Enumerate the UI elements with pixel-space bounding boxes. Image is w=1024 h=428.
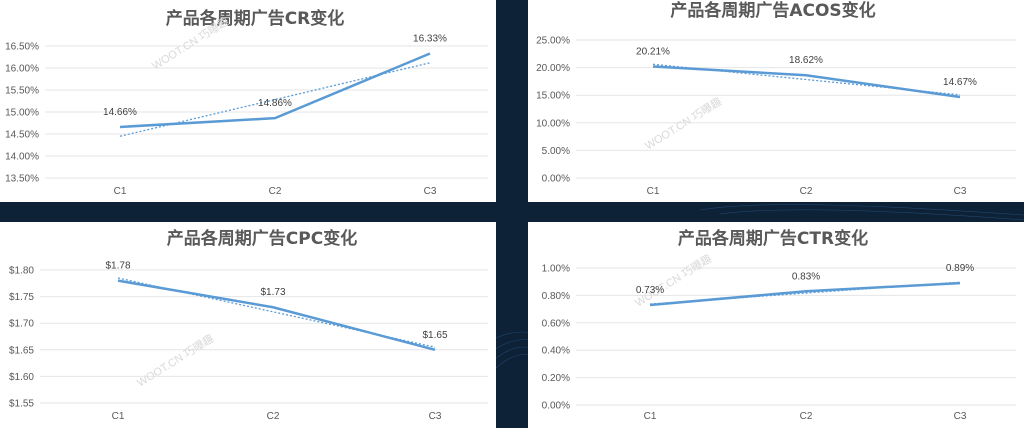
series-line [119, 52, 431, 129]
series-line [649, 281, 961, 307]
x-tick-label: C1 [114, 186, 127, 197]
data-label: $1.78 [105, 261, 130, 272]
y-tick-label: 15.00% [536, 91, 570, 102]
data-label: 0.83% [792, 271, 820, 282]
x-tick-label: C3 [954, 411, 967, 422]
y-tick-label: 0.00% [542, 174, 570, 185]
x-tick-label: C3 [429, 411, 442, 422]
y-tick-label: 20.00% [536, 63, 570, 74]
x-tick-label: C3 [424, 186, 437, 197]
y-tick-label: $1.70 [9, 319, 34, 330]
y-tick-label: 25.00% [536, 36, 570, 47]
y-tick-label: 15.50% [5, 86, 39, 97]
series-line [652, 65, 961, 99]
y-tick-label: 14.00% [5, 152, 39, 163]
y-tick-label: $1.80 [9, 266, 34, 277]
data-label: 14.67% [943, 77, 977, 88]
x-tick-label: C1 [112, 411, 125, 422]
series-line [117, 279, 436, 352]
y-tick-label: 0.00% [542, 401, 570, 412]
acos-chart: 产品各周期广告ACOS变化 0.00% 5.00% 10.00% 15.00% 20.00… [536, 0, 1016, 197]
x-tick-label: C1 [644, 411, 657, 422]
data-label: 0.73% [636, 285, 664, 296]
y-tick-label: 1.00% [542, 264, 570, 275]
y-tick-label: 13.50% [5, 174, 39, 185]
cpc-chart: 产品各周期广告CPC变化 $1.55 $1.60 $1.65 $1.70 $1.75 $1.… [9, 228, 488, 422]
y-tick-label: 14.50% [5, 130, 39, 141]
chart-title: 产品各周期广告CTR变化 [678, 228, 868, 249]
chart-title: 产品各周期广告CR变化 [166, 8, 345, 29]
y-tick-label: 16.50% [5, 42, 39, 53]
data-label: 18.62% [789, 55, 823, 66]
y-tick-label: 0.80% [542, 291, 570, 302]
data-label: 16.33% [413, 33, 447, 44]
chart-title: 产品各周期广告ACOS变化 [670, 0, 875, 21]
y-tick-label: 16.00% [5, 64, 39, 75]
data-label: 14.66% [103, 107, 137, 118]
y-tick-label: $1.60 [9, 372, 34, 383]
data-label: $1.65 [422, 330, 447, 341]
x-tick-label: C1 [647, 186, 660, 197]
x-tick-label: C2 [269, 186, 282, 197]
chart-panel-acos: 产品各周期广告ACOS变化 0.00% 5.00% 10.00% 15.00% 20.00… [528, 0, 1024, 202]
chart-panel-ctr: 产品各周期广告CTR变化 0.00% 0.20% 0.40% 0.60% 0.80% 1.0… [528, 222, 1024, 428]
watermark: WOOT.CN 巧曝趣 [134, 331, 216, 390]
data-label: 20.21% [636, 46, 670, 57]
x-tick-label: C3 [954, 186, 967, 197]
data-label: $1.73 [260, 287, 285, 298]
y-tick-label: 5.00% [542, 146, 570, 157]
y-tick-label: 0.60% [542, 318, 570, 329]
x-tick-label: C2 [800, 411, 813, 422]
y-tick-label: $1.55 [9, 399, 34, 410]
y-tick-label: 0.40% [542, 346, 570, 357]
y-tick-label: 0.20% [542, 373, 570, 384]
ctr-chart: 产品各周期广告CTR变化 0.00% 0.20% 0.40% 0.60% 0.80% 1.0… [542, 228, 1016, 422]
data-label: 0.89% [946, 263, 974, 274]
chart-title: 产品各周期广告CPC变化 [167, 228, 357, 249]
chart-panel-cr: 产品各周期广告CR变化 13.50% 14.00% 14.50% 15.00% 15.50… [0, 0, 496, 202]
y-tick-label: 10.00% [536, 118, 570, 129]
y-tick-label: $1.75 [9, 292, 34, 303]
y-tick-label: 15.00% [5, 108, 39, 119]
chart-panel-cpc: 产品各周期广告CPC变化 $1.55 $1.60 $1.65 $1.70 $1.75 $1.… [0, 222, 496, 428]
data-label: 14.86% [258, 98, 292, 109]
x-tick-label: C2 [800, 186, 813, 197]
y-tick-label: $1.65 [9, 345, 34, 356]
x-tick-label: C2 [267, 411, 280, 422]
cr-chart: 产品各周期广告CR变化 13.50% 14.00% 14.50% 15.00% 15.50… [5, 8, 488, 197]
